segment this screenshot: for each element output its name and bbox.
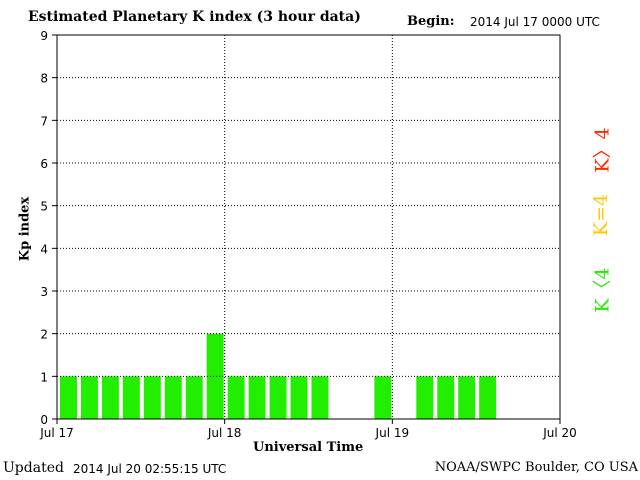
legend-k-equals-4: K=4	[590, 193, 612, 237]
y-tick-label: 4	[40, 242, 48, 256]
y-axis-label: Kp index	[17, 196, 33, 262]
chart-title: Estimated Planetary K index (3 hour data…	[28, 9, 361, 25]
kp-bar	[80, 376, 98, 419]
y-tick-label: 8	[40, 72, 48, 86]
kp-bar	[143, 376, 161, 419]
y-tick-label: 5	[40, 200, 48, 214]
x-tick-label: Jul 17	[39, 426, 74, 440]
plot-frame	[56, 34, 561, 420]
bars	[60, 333, 497, 419]
x-tick-label: Jul 18	[207, 426, 242, 440]
ticks: 0 1 2 3 4 5 6 7 8 9 Jul 17 Jul 18 Jul 19 Jul 20	[39, 29, 577, 440]
kp-bar	[227, 376, 245, 419]
begin-value: 2014 Jul 17 0000 UTC	[470, 15, 600, 29]
kp-bar	[206, 333, 224, 419]
y-tick-label: 0	[40, 413, 48, 427]
begin-label: Begin:	[407, 14, 455, 29]
x-tick-label: Jul 20	[542, 426, 577, 440]
kp-bar	[458, 376, 476, 419]
kp-bar	[269, 376, 287, 419]
updated-label: Updated	[3, 460, 64, 476]
x-tick-label: Jul 19	[375, 426, 410, 440]
kp-bar	[374, 376, 392, 419]
kp-bar	[479, 376, 497, 419]
gridlines	[57, 35, 560, 419]
y-tick-label: 6	[40, 157, 48, 171]
y-tick-label: 2	[40, 328, 48, 342]
kp-bar	[437, 376, 455, 419]
kp-bar	[248, 376, 266, 419]
kp-bar	[311, 376, 329, 419]
kp-bar	[122, 376, 140, 419]
x-axis-label: Universal Time	[253, 440, 364, 455]
y-tick-label: 1	[40, 370, 48, 384]
kp-bar	[101, 376, 119, 419]
source-credit: NOAA/SWPC Boulder, CO USA	[434, 460, 638, 475]
y-tick-label: 7	[40, 114, 48, 128]
y-tick-label: 3	[40, 285, 48, 299]
legend-k-above-4: K〉4	[591, 127, 614, 173]
y-tick-label: 9	[40, 29, 48, 43]
legend-k-below-4: K〈4	[591, 267, 614, 313]
kp-bar	[185, 376, 203, 419]
kp-bar	[290, 376, 308, 419]
kp-bar	[164, 376, 182, 419]
updated-timestamp: 2014 Jul 20 02:55:15 UTC	[73, 462, 227, 476]
kp-bar	[416, 376, 434, 419]
kp-bar	[60, 376, 77, 419]
